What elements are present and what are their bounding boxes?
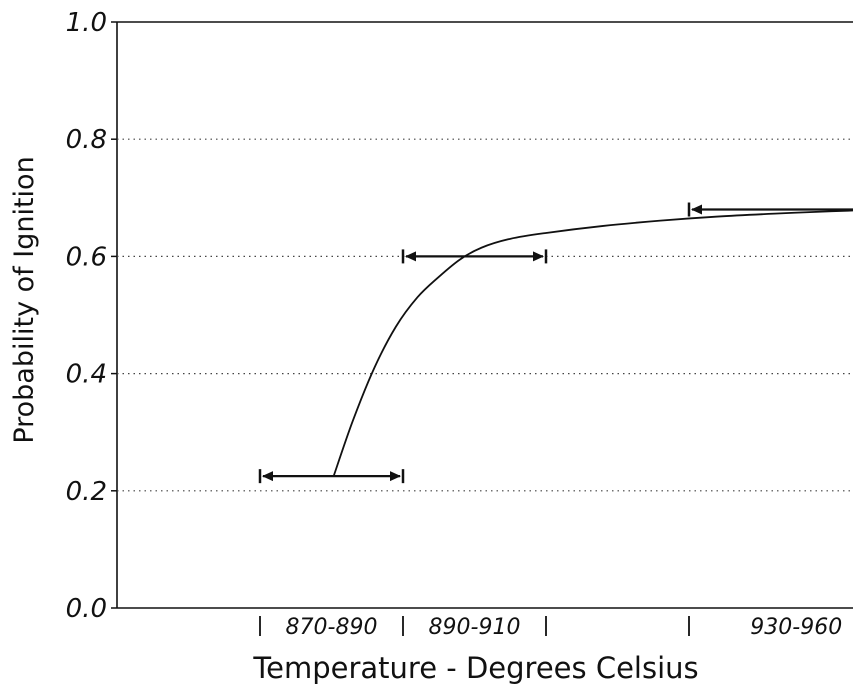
error-bar xyxy=(687,202,853,217)
error-bar-arrow-left xyxy=(691,204,702,215)
error-bar-arrow-left xyxy=(405,251,416,262)
error-bar-arrow-left xyxy=(262,471,273,482)
gridlines xyxy=(117,138,853,492)
y-axis-title: Probability of Ignition xyxy=(9,156,40,443)
x-axis-title: Temperature - Degrees Celsius xyxy=(252,651,698,685)
x-range-labels: 870-890 890-910 930-960 xyxy=(259,615,842,640)
y-tick-labels: 0.0 0.2 0.4 0.6 0.8 1.0 xyxy=(66,8,117,624)
y-tick-label: 1.0 xyxy=(66,8,107,38)
error-bar xyxy=(258,469,405,484)
ignition-curve xyxy=(332,209,853,477)
error-bar-arrow-right xyxy=(533,251,544,262)
error-bars xyxy=(258,202,853,484)
y-tick-label: 0.4 xyxy=(66,360,107,390)
x-range-label: 890-910 xyxy=(429,615,521,640)
y-tick-label: 0.8 xyxy=(66,125,107,155)
curve-line xyxy=(332,209,853,477)
x-range-label: 870-890 xyxy=(286,615,378,640)
y-tick-label: 0.0 xyxy=(66,594,107,624)
y-tick-label: 0.2 xyxy=(66,477,107,507)
y-tick-label: 0.6 xyxy=(66,242,107,272)
error-bar xyxy=(401,249,548,264)
error-bar-arrow-right xyxy=(390,471,401,482)
x-range-label: 930-960 xyxy=(750,615,842,640)
